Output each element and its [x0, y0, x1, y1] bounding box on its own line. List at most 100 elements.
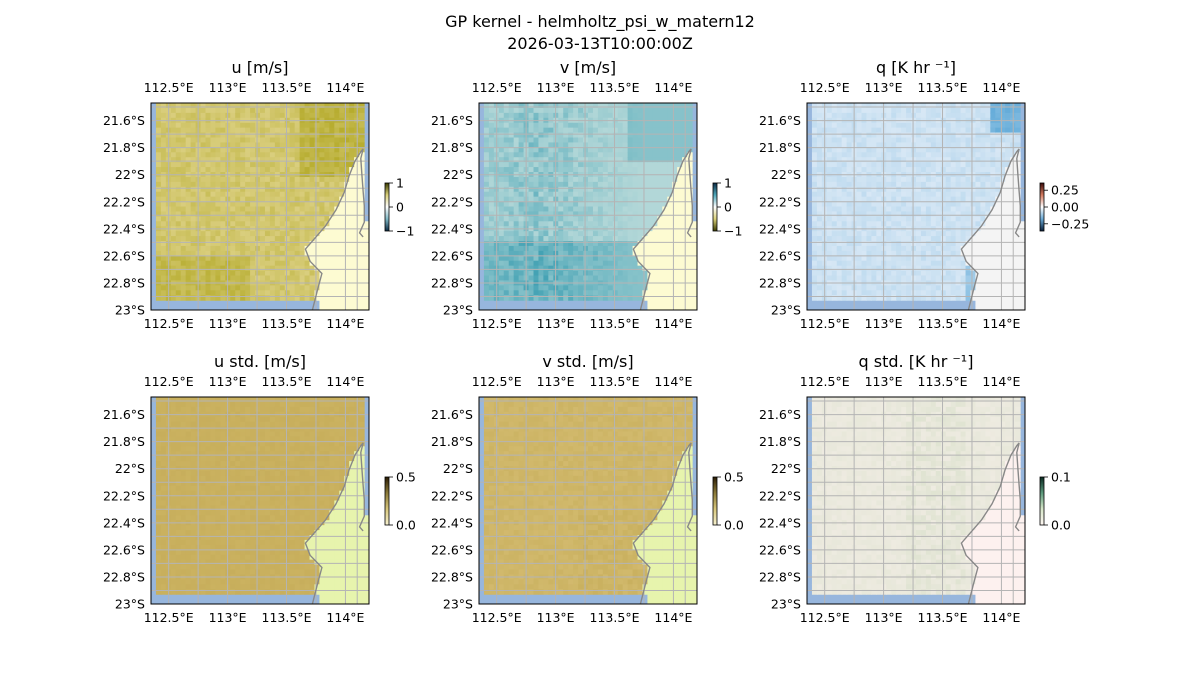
heatmap-cell [881, 132, 887, 139]
heatmap-cell [637, 265, 644, 272]
heatmap-cell [329, 260, 335, 267]
heatmap-cell [548, 295, 554, 301]
heatmap-cell [916, 216, 922, 222]
heatmap-cell [255, 122, 261, 129]
heatmap-cell [597, 132, 604, 139]
heatmap-cell [846, 122, 853, 129]
heatmap-cell [886, 290, 892, 296]
heatmap-cell [289, 181, 296, 188]
heatmap-cell [309, 196, 316, 203]
heatmap-cell [294, 211, 301, 217]
heatmap-cell [607, 206, 614, 213]
heatmap-cell [200, 265, 207, 272]
heatmap-cell [612, 157, 619, 163]
heatmap-cell [583, 127, 589, 134]
heatmap-cell [578, 152, 584, 158]
figure-title: GP kernel - helmholtz_psi_w_matern12 [445, 12, 755, 31]
heatmap-cell [309, 211, 316, 217]
heatmap-cell [185, 191, 192, 198]
heatmap-cell [627, 137, 634, 144]
heatmap-cell [866, 275, 872, 282]
heatmap-cell [314, 112, 321, 119]
heatmap-cell [935, 167, 942, 173]
heatmap-cell [657, 181, 663, 188]
heatmap-cell [980, 260, 986, 267]
heatmap-cell [329, 255, 335, 262]
heatmap-cell [185, 112, 192, 119]
heatmap-cell [205, 137, 212, 144]
heatmap-cell [906, 162, 912, 168]
heatmap-cell [185, 236, 192, 242]
heatmap-cell [930, 137, 937, 144]
heatmap-cell [597, 206, 604, 213]
heatmap-cell [652, 241, 658, 247]
heatmap-cell [607, 290, 614, 296]
heatmap-cell [299, 201, 306, 208]
heatmap-cell [955, 112, 962, 119]
heatmap-cell [692, 231, 697, 237]
heatmap-cell [200, 167, 207, 173]
heatmap-cell [210, 270, 216, 277]
heatmap-cell [289, 255, 296, 262]
heatmap-cell [284, 132, 291, 139]
heatmap-cell [543, 250, 549, 257]
heatmap-cell [930, 270, 937, 277]
heatmap-cell [180, 250, 187, 257]
ytick-label: 22.4°S [431, 221, 473, 236]
heatmap-cell [518, 127, 525, 134]
heatmap-cell [602, 211, 609, 217]
heatmap-cell [513, 211, 520, 217]
heatmap-cell [592, 275, 599, 282]
heatmap-cell [200, 260, 207, 267]
heatmap-cell [950, 196, 957, 203]
heatmap-cell [503, 176, 510, 183]
xtick-label-bottom: 114°E [326, 316, 364, 331]
heatmap-cell [950, 137, 957, 144]
heatmap-cell [826, 181, 833, 188]
heatmap-cell [911, 216, 917, 222]
heatmap-cell [881, 137, 887, 144]
heatmap-cell [518, 206, 525, 213]
heatmap-cell [329, 137, 335, 144]
heatmap-cell [538, 132, 544, 139]
heatmap-cell [225, 290, 231, 296]
heatmap-cell [578, 181, 584, 188]
heatmap-cell [906, 176, 912, 183]
heatmap-cell [558, 236, 564, 242]
heatmap-cell [627, 250, 634, 257]
heatmap-cell [508, 112, 515, 119]
heatmap-cell [876, 290, 882, 296]
heatmap-cell [622, 142, 629, 148]
heatmap-cell [901, 186, 907, 193]
heatmap-cell [498, 107, 505, 114]
heatmap-cell [583, 191, 589, 198]
heatmap-cell [279, 290, 286, 296]
heatmap-cell [329, 103, 335, 109]
panel-q: q [K hr ⁻¹]112.5°E112.5°E113°E113°E113.5… [759, 58, 1089, 331]
heatmap-cell [602, 127, 609, 134]
heatmap-cell [861, 132, 868, 139]
heatmap-cell [955, 181, 962, 188]
heatmap-cell [225, 255, 231, 262]
heatmap-cell [190, 265, 197, 272]
heatmap-cell [871, 176, 877, 183]
heatmap-cell [324, 236, 330, 242]
heatmap-cell [334, 290, 340, 296]
heatmap-cell [344, 167, 350, 173]
heatmap-cell [319, 132, 325, 139]
heatmap-cell [677, 122, 683, 129]
heatmap-cell [647, 103, 653, 109]
heatmap-cell [831, 275, 838, 282]
heatmap-cell [488, 245, 495, 252]
heatmap-cell [255, 162, 261, 168]
heatmap-cell [836, 231, 843, 237]
heatmap-cell [930, 157, 937, 163]
heatmap-cell [955, 157, 962, 163]
heatmap-cell [876, 191, 882, 198]
heatmap-cell [871, 201, 877, 208]
heatmap-cell [816, 122, 823, 129]
heatmap-cell [533, 107, 540, 114]
heatmap-cell [896, 196, 902, 203]
heatmap-cell [935, 191, 942, 198]
heatmap-cell [573, 142, 579, 148]
